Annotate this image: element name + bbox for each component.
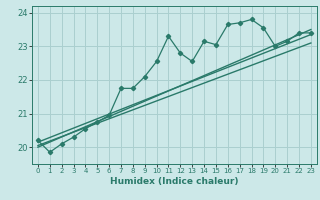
X-axis label: Humidex (Indice chaleur): Humidex (Indice chaleur) xyxy=(110,177,239,186)
